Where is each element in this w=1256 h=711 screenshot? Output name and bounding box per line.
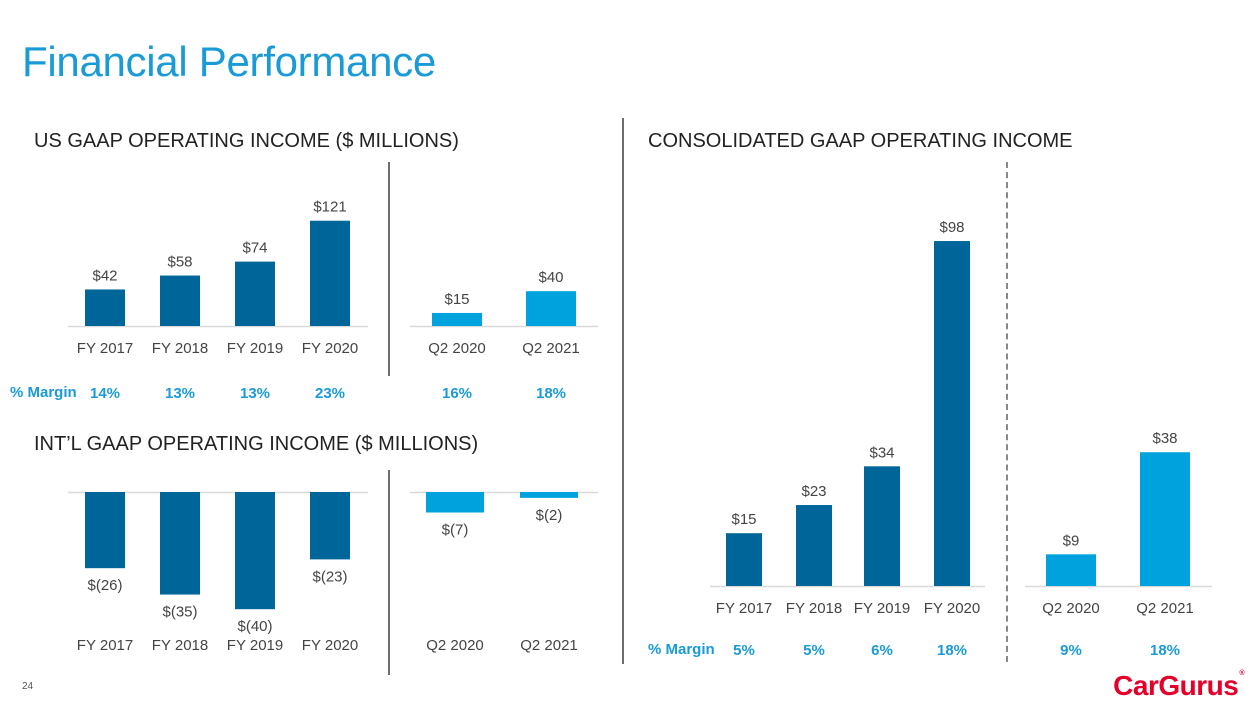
us-bar-q2-2021 (526, 291, 576, 326)
cons-data-label-fy-2017: $15 (731, 511, 756, 528)
us-margin-label: % Margin (10, 384, 77, 401)
page-title: Financial Performance (22, 38, 436, 85)
cons-data-label-fy-2019: $34 (869, 444, 894, 461)
intl-x-tick-fy-2018: FY 2018 (152, 637, 208, 654)
intl-bar-q2-2021 (520, 492, 578, 498)
us-group-divider (388, 162, 390, 376)
us-data-label-fy-2018: $58 (167, 254, 192, 271)
us-data-label-fy-2020: $121 (313, 199, 346, 216)
intl-x-tick-fy-2020: FY 2020 (302, 637, 358, 654)
consolidated-chart-title: CONSOLIDATED GAAP OPERATING INCOME (648, 130, 1073, 152)
intl-x-tick-fy-2019: FY 2019 (227, 637, 283, 654)
cons-bar-fy-2020 (934, 241, 970, 587)
page-number: 24 (22, 681, 34, 692)
intl-bar-fy-2019 (235, 492, 275, 610)
intl-data-label-fy-2017: $(26) (87, 577, 122, 594)
us-bar-fy-2018 (160, 275, 200, 326)
cons-data-label-q2-2020: $9 (1063, 532, 1080, 549)
cons-margin-q2-2020: 9% (1060, 642, 1082, 659)
us-x-tick-q2-2021: Q2 2021 (522, 340, 580, 357)
us-margin-q2-2021: 18% (536, 385, 566, 402)
intl-bar-fy-2017 (85, 492, 125, 569)
cons-bar-fy-2018 (796, 505, 832, 586)
us-bar-fy-2019 (235, 261, 275, 326)
intl-x-tick-q2-2021: Q2 2021 (520, 637, 578, 654)
us-data-label-q2-2021: $40 (538, 269, 563, 286)
cargurus-logo: CarGurus® (1113, 670, 1244, 702)
intl-data-label-fy-2018: $(35) (162, 604, 197, 621)
cons-data-label-fy-2018: $23 (801, 483, 826, 500)
us-chart-title: US GAAP OPERATING INCOME ($ MILLIONS) (34, 130, 459, 152)
intl-bar-q2-2020 (426, 492, 484, 513)
logo-text: CarGurus (1113, 670, 1239, 701)
cons-bar-fy-2019 (864, 466, 900, 586)
intl-bar-fy-2018 (160, 492, 200, 595)
us-x-tick-fy-2018: FY 2018 (152, 340, 208, 357)
cons-x-tick-fy-2017: FY 2017 (716, 600, 772, 617)
intl-chart-title: INT’L GAAP OPERATING INCOME ($ MILLIONS) (34, 433, 479, 455)
cons-x-tick-q2-2021: Q2 2021 (1136, 600, 1194, 617)
intl-data-label-fy-2020: $(23) (312, 568, 347, 585)
intl-data-label-q2-2021: $(2) (536, 507, 563, 524)
cons-margin-q2-2021: 18% (1150, 642, 1180, 659)
us-bar-q2-2020 (432, 312, 482, 326)
us-margin-fy-2019: 13% (240, 385, 270, 402)
intl-data-label-q2-2020: $(7) (442, 522, 469, 539)
us-margin-q2-2020: 16% (442, 385, 472, 402)
cons-data-label-fy-2020: $98 (939, 219, 964, 236)
us-x-tick-fy-2020: FY 2020 (302, 340, 358, 357)
us-data-label-q2-2020: $15 (444, 291, 469, 308)
cons-bar-q2-2021 (1140, 452, 1190, 586)
intl-x-tick-fy-2017: FY 2017 (77, 637, 133, 654)
registered-mark: ® (1239, 670, 1244, 677)
us-bar-fy-2020 (310, 220, 350, 326)
us-x-tick-fy-2017: FY 2017 (77, 340, 133, 357)
cons-margin-fy-2019: 6% (871, 642, 893, 659)
intl-data-label-fy-2019: $(40) (237, 618, 272, 635)
cons-bar-q2-2020 (1046, 554, 1096, 586)
us-x-tick-fy-2019: FY 2019 (227, 340, 283, 357)
us-margin-fy-2017: 14% (90, 385, 120, 402)
cons-data-label-q2-2021: $38 (1152, 430, 1177, 447)
cons-margin-fy-2020: 18% (937, 642, 967, 659)
us-bar-fy-2017 (85, 289, 125, 326)
us-data-label-fy-2019: $74 (242, 240, 267, 257)
us-margin-fy-2020: 23% (315, 385, 345, 402)
us-x-tick-q2-2020: Q2 2020 (428, 340, 486, 357)
cons-bar-fy-2017 (726, 533, 762, 586)
consolidated-group-divider (1006, 162, 1008, 662)
cons-margin-fy-2018: 5% (803, 642, 825, 659)
intl-bar-fy-2020 (310, 492, 350, 560)
cons-x-tick-fy-2018: FY 2018 (786, 600, 842, 617)
cons-x-tick-fy-2020: FY 2020 (924, 600, 980, 617)
us-data-label-fy-2017: $42 (92, 267, 117, 284)
cons-x-tick-q2-2020: Q2 2020 (1042, 600, 1100, 617)
us-margin-fy-2018: 13% (165, 385, 195, 402)
cons-x-tick-fy-2019: FY 2019 (854, 600, 910, 617)
consolidated-margin-label: % Margin (648, 641, 715, 658)
cons-margin-fy-2017: 5% (733, 642, 755, 659)
intl-x-tick-q2-2020: Q2 2020 (426, 637, 484, 654)
section-divider (622, 118, 624, 664)
intl-group-divider (388, 470, 390, 675)
